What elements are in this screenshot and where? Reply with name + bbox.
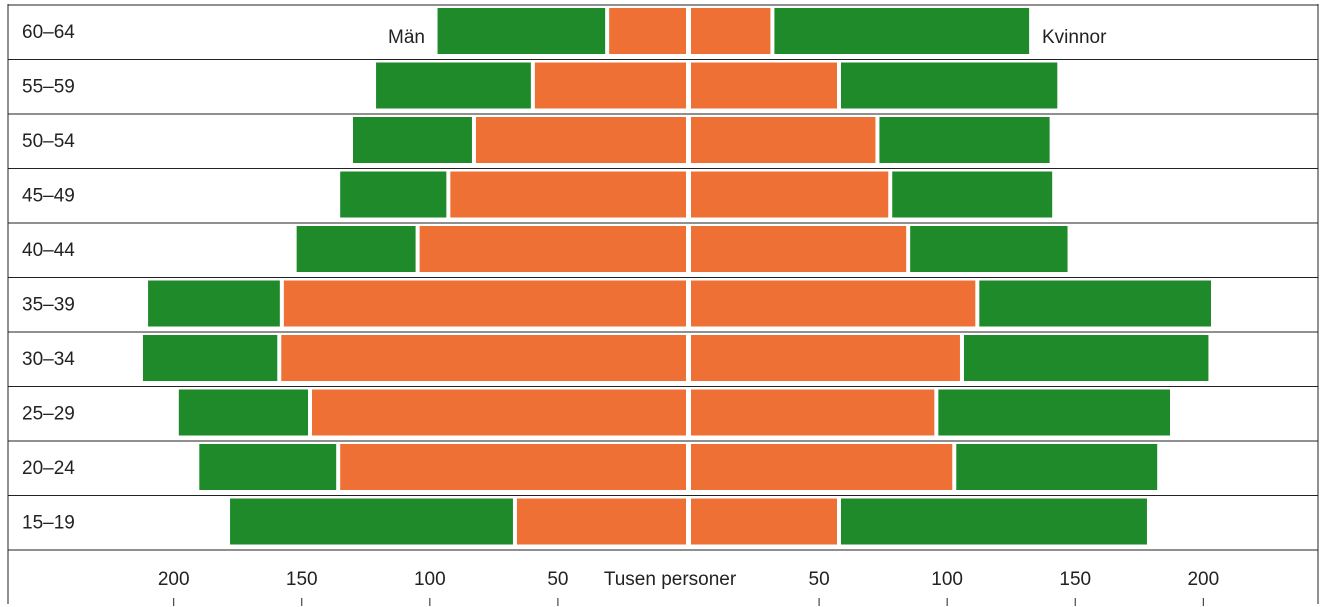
bar bbox=[312, 389, 686, 436]
bar bbox=[340, 444, 686, 490]
y-tick-label: 35–39 bbox=[22, 295, 75, 316]
x-axis-label: Tusen personer bbox=[604, 569, 737, 590]
bar bbox=[963, 335, 1209, 381]
y-tick-label: 25–29 bbox=[22, 404, 75, 425]
bar bbox=[938, 389, 1171, 436]
x-tick-label: 200 bbox=[158, 569, 190, 590]
bar bbox=[841, 62, 1058, 109]
bar bbox=[691, 389, 935, 436]
bar bbox=[475, 117, 686, 163]
x-tick-label: 150 bbox=[1059, 569, 1091, 590]
bar bbox=[609, 8, 686, 54]
bar bbox=[376, 62, 531, 109]
bar bbox=[879, 117, 1050, 163]
x-tick-label: 50 bbox=[547, 569, 568, 590]
bar bbox=[691, 498, 838, 545]
y-tick-label: 15–19 bbox=[22, 513, 75, 534]
bar bbox=[353, 117, 472, 163]
y-tick-label: 40–44 bbox=[22, 240, 75, 261]
bar bbox=[691, 280, 976, 327]
x-tick-label: 50 bbox=[809, 569, 830, 590]
bar bbox=[534, 62, 686, 109]
y-tick-label: 30–34 bbox=[22, 349, 75, 370]
bar bbox=[892, 171, 1053, 218]
bar bbox=[774, 8, 1030, 54]
y-tick-label: 45–49 bbox=[22, 186, 75, 207]
bar bbox=[691, 226, 907, 272]
bar bbox=[283, 280, 686, 327]
y-tick-label: 50–54 bbox=[22, 131, 75, 152]
bar bbox=[691, 171, 889, 218]
x-tick-label: 100 bbox=[931, 569, 963, 590]
left-label: Män bbox=[388, 27, 425, 48]
x-tick-label: 100 bbox=[414, 569, 446, 590]
x-tick-label: 200 bbox=[1187, 569, 1219, 590]
y-tick-label: 20–24 bbox=[22, 458, 75, 479]
bar bbox=[281, 335, 686, 381]
bar bbox=[979, 280, 1211, 327]
right-label: Kvinnor bbox=[1042, 27, 1107, 48]
bar bbox=[956, 444, 1158, 490]
bar bbox=[230, 498, 513, 545]
bar bbox=[691, 8, 771, 54]
bar bbox=[148, 280, 280, 327]
bar bbox=[691, 117, 876, 163]
bar bbox=[691, 444, 953, 490]
bar bbox=[910, 226, 1068, 272]
bar bbox=[691, 62, 838, 109]
bar bbox=[841, 498, 1147, 545]
y-tick-label: 60–64 bbox=[22, 22, 75, 43]
y-tick-label: 55–59 bbox=[22, 77, 75, 98]
bar bbox=[419, 226, 686, 272]
bar bbox=[142, 335, 278, 381]
bar bbox=[340, 171, 447, 218]
bar bbox=[296, 226, 416, 272]
bar bbox=[691, 335, 960, 381]
bar bbox=[199, 444, 337, 490]
bar bbox=[437, 8, 606, 54]
bar bbox=[178, 389, 309, 436]
bar bbox=[450, 171, 686, 218]
x-tick-label: 150 bbox=[286, 569, 318, 590]
bar bbox=[516, 498, 686, 545]
